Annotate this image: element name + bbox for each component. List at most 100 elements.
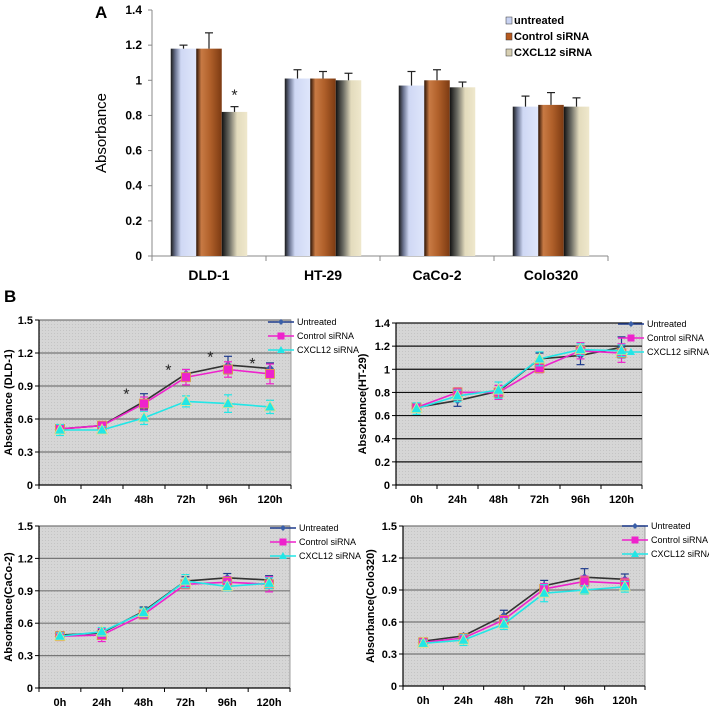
y-tick-label: 1.5 [18, 521, 33, 533]
category-label: DLD-1 [188, 267, 229, 283]
y-axis-label: Absorbance(Colo320) [365, 549, 377, 663]
legend-label: Control siRNA [514, 31, 589, 43]
y-tick-label: 0.6 [375, 411, 390, 423]
y-tick-label: 1.2 [382, 553, 397, 565]
y-tick-label: 0.8 [375, 387, 390, 399]
y-tick-label: 0.3 [18, 447, 33, 459]
x-tick-label: 72h [177, 494, 196, 506]
legend-swatch [505, 16, 513, 25]
y-tick-label: 1 [135, 73, 142, 87]
x-tick-label: 24h [448, 494, 467, 506]
data-point-triangle [537, 586, 551, 598]
legend-marker-triangle [277, 346, 285, 353]
x-tick-label: 48h [489, 494, 508, 506]
y-tick-label: 1 [384, 364, 390, 376]
y-tick-label: 1.5 [18, 315, 33, 327]
bar-cxcl12-sirna [221, 111, 248, 257]
data-point-triangle [137, 605, 150, 617]
y-tick-label: 0.9 [18, 586, 33, 598]
x-tick-label: 24h [454, 695, 473, 706]
data-point-square [181, 372, 191, 383]
y-tick-label: 0.2 [375, 457, 390, 469]
x-tick-label: 0h [53, 697, 66, 706]
x-tick-label: 24h [93, 494, 112, 506]
x-tick-label: 48h [134, 697, 153, 706]
data-point-triangle [578, 583, 591, 595]
y-tick-label: 0 [135, 249, 142, 263]
data-point-triangle [137, 411, 151, 423]
legend-label: Control siRNA [297, 331, 354, 341]
x-tick-label: 72h [176, 697, 195, 706]
panel-a-letter: A [95, 3, 107, 22]
legend-label: Control siRNA [299, 537, 356, 547]
y-tick-label: 0.4 [375, 434, 391, 446]
legend-marker-triangle [279, 552, 287, 559]
x-tick-label: 96h [219, 494, 238, 506]
legend-marker-diamond [632, 523, 638, 529]
x-tick-label: 96h [571, 494, 590, 506]
y-tick-label: 1.2 [18, 553, 33, 565]
series-line-cxcl12-sirna [59, 580, 270, 637]
bar-cxcl12-sirna [335, 80, 362, 257]
y-tick-label: 0 [391, 681, 397, 693]
x-tick-label: 120h [609, 494, 634, 506]
significance-asterisk: * [231, 88, 237, 105]
plot-area [38, 319, 292, 486]
significance-asterisk: * [165, 363, 171, 380]
series-line-untreated [423, 576, 625, 642]
data-point-triangle [53, 423, 67, 435]
bar-untreated [284, 78, 311, 257]
legend-marker-square [631, 536, 639, 544]
panel-b1-dld1-line-chart: 0 0.3 0.6 0.9 1.2 1.5 0h 24h 48h 72h 96h 120h Absorb… [3, 315, 359, 506]
x-tick-label: 0h [54, 494, 67, 506]
data-point-triangle [221, 579, 234, 591]
x-tick-label: 72h [530, 494, 549, 506]
y-tick-label: 0 [384, 480, 390, 492]
legend-marker-triangle [631, 550, 639, 557]
panel-a-bar-chart: 0 0.2 0.4 0.6 0.8 1 1.2 1.4 DLD-1 HT-29 CaCo-2 Colo… [93, 3, 609, 283]
bar-untreated [170, 48, 197, 257]
y-tick-label: 0 [27, 683, 33, 695]
x-tick-label: 96h [575, 695, 594, 706]
data-point-square [223, 364, 233, 375]
bar-cxcl12-sirna [563, 106, 590, 257]
data-point-triangle [492, 383, 505, 395]
legend-marker-square [277, 332, 285, 340]
x-tick-label: 120h [612, 695, 637, 706]
y-axis-label: Absorbance [93, 93, 110, 173]
series-line-cxcl12-sirna [423, 586, 625, 645]
data-point-triangle [95, 625, 108, 637]
legend-label: CXCL12 siRNA [514, 47, 592, 59]
legend-swatch [505, 32, 513, 41]
legend-label: Untreated [651, 521, 691, 531]
x-tick-label: 24h [92, 697, 111, 706]
x-tick-label: 0h [410, 494, 423, 506]
data-point-triangle [533, 352, 546, 364]
series-line-control-sirna [59, 581, 270, 637]
series-line-control-sirna [423, 580, 625, 644]
x-tick-label: 0h [417, 695, 430, 706]
data-point-triangle [221, 396, 235, 408]
legend-marker-square [279, 538, 287, 546]
y-tick-label: 0.6 [125, 144, 142, 158]
legend-swatch [505, 48, 513, 57]
plot-area [38, 525, 291, 689]
legend-label: CXCL12 siRNA [297, 345, 359, 355]
series-line-cxcl12-sirna [60, 400, 271, 431]
y-tick-label: 0.9 [18, 381, 33, 393]
legend-label: Untreated [297, 317, 337, 327]
y-tick-label: 0.2 [125, 214, 142, 228]
y-tick-label: 0.8 [125, 108, 142, 122]
category-label: Colo320 [524, 267, 579, 283]
y-axis-label: Absorbance (DLD-1) [3, 349, 15, 456]
series-line-cxcl12-sirna [416, 348, 622, 410]
legend-label: Control siRNA [651, 535, 708, 545]
legend-label: Control siRNA [647, 333, 704, 343]
data-point-triangle [263, 400, 277, 412]
plot-area [402, 525, 646, 687]
bar-untreated [512, 106, 539, 257]
y-tick-label: 1.2 [375, 341, 390, 353]
legend-marker-diamond [280, 525, 286, 531]
legend-label: CXCL12 siRNA [299, 551, 361, 561]
